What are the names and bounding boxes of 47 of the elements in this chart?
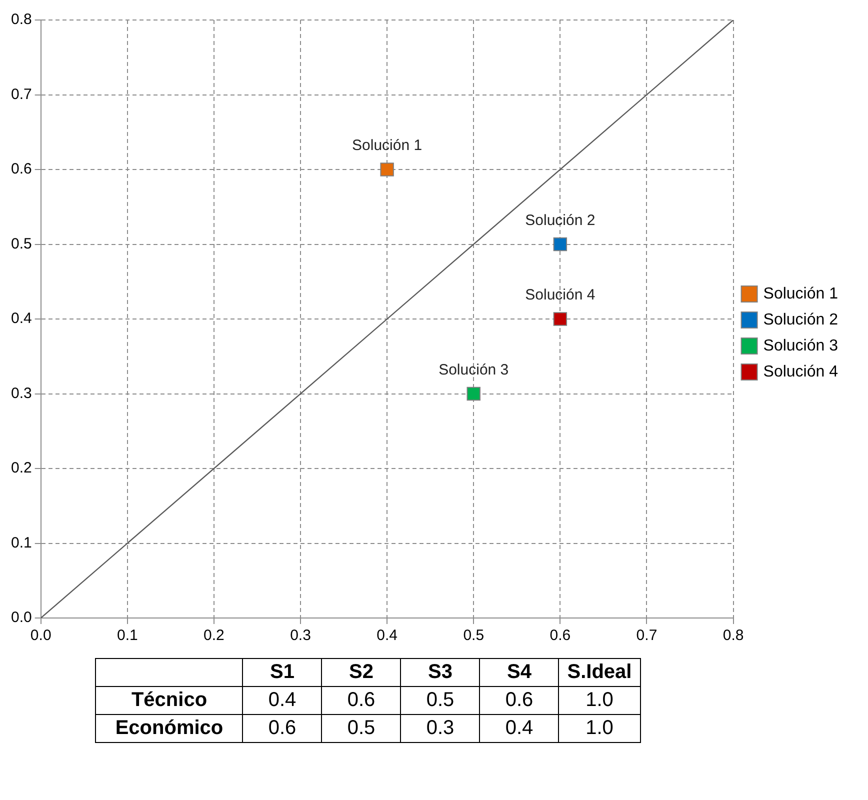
category-label: S3 [400,658,480,686]
y-tick-label: 0.5 [10,235,32,252]
legend-label: Solución 1 [763,285,838,302]
text: Solución 2 [525,212,596,229]
legend-label: Económico [96,714,243,742]
point [553,312,568,326]
y-tick-label: 0.7 [10,86,32,103]
x-tick-label: 0.3 [290,627,311,644]
data-label: 0.5 [400,686,480,714]
text: Solución 3 [438,361,509,378]
data-label: 0.4 [480,714,559,742]
y-tick-label: 0.8 [10,11,32,28]
category-label: S2 [322,658,401,686]
x-tick-label: 0.1 [116,627,138,644]
data-label: 0.6 [242,714,322,742]
category-label: S.Ideal [558,658,640,686]
x-tick-label: 0.5 [463,627,484,644]
y-tick-label: 0.2 [10,460,32,477]
legend-label: Técnico [96,686,243,714]
data-label: 0.5 [322,714,401,742]
x-tick-label: 0.4 [376,627,398,644]
y-tick-label: 0.3 [10,384,32,402]
y-tick-label: 0.1 [10,534,32,552]
data-label: 0.4 [242,686,322,714]
data-label: 1.0 [558,686,640,714]
y-tick-label: 0.6 [10,160,32,178]
y-tick-label: 0.4 [10,310,32,328]
text: Solución 1 [352,137,422,154]
x-tick-label: 0.7 [636,627,658,644]
x-tick-label: 0.6 [550,627,571,644]
point [380,162,394,176]
x-tick-label: 0.8 [722,627,744,644]
y-tick-label: 0.0 [10,609,32,626]
category-label: S1 [242,658,322,686]
data-label: 0.6 [322,686,401,714]
legend-label: Solución 4 [763,363,838,380]
x-tick-label: 0.0 [30,627,52,644]
legend-label: Solución 2 [763,311,838,328]
x-tick-label: 0.2 [204,627,224,644]
legend-label: Solución 3 [763,337,838,354]
data-label: 0.6 [480,686,559,714]
data-label: 0.3 [400,714,480,742]
text: Solución 4 [525,286,596,304]
data-label: 1.0 [558,714,640,742]
point [553,237,568,252]
point [466,386,480,401]
category-label: S4 [480,658,559,686]
